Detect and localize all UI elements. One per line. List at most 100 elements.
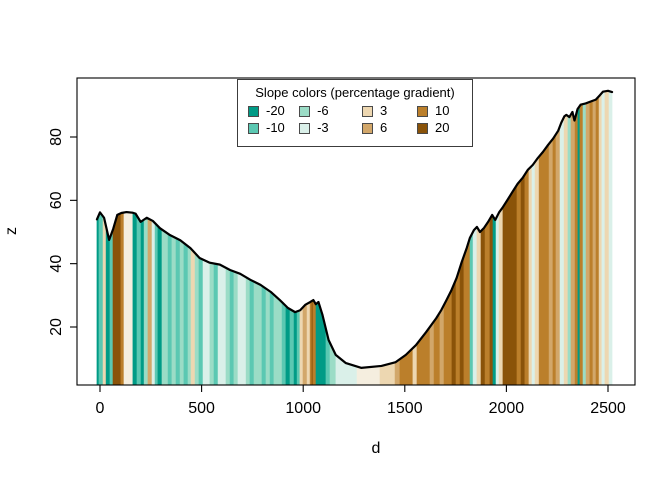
- slope-bar: [433, 311, 441, 386]
- slope-bar: [534, 155, 540, 386]
- slope-bar: [302, 303, 308, 386]
- x-tick-label: 1000: [285, 400, 321, 417]
- y-tick-label: 40: [48, 255, 65, 273]
- slope-bar: [469, 231, 474, 386]
- slope-bar: [563, 114, 569, 386]
- slope-bar: [123, 211, 134, 386]
- slope-bar: [412, 342, 418, 386]
- slope-bar: [595, 95, 600, 386]
- slope-bar: [555, 125, 561, 386]
- slope-bar: [552, 133, 557, 386]
- slope-bar: [233, 271, 239, 386]
- slope-bar: [463, 237, 471, 386]
- legend-item: 3: [361, 103, 417, 118]
- slope-bar: [598, 92, 603, 386]
- slope-bar: [574, 107, 579, 386]
- slope-bar: [498, 205, 504, 386]
- slope-bar: [538, 142, 550, 386]
- legend-item: -3: [299, 120, 362, 135]
- slope-bar: [548, 137, 554, 386]
- slope-bar: [472, 226, 478, 386]
- x-tick-label: 1500: [387, 400, 423, 417]
- slope-bar: [269, 290, 275, 386]
- slope-bar: [489, 214, 494, 386]
- legend-label: -20: [266, 103, 285, 118]
- slope-bar: [439, 304, 445, 386]
- legend-item: -6: [299, 104, 362, 117]
- legend-column: -20 -10: [248, 103, 299, 134]
- slope-bar: [225, 267, 231, 386]
- elevation-profile-line: [95, 89, 614, 369]
- slope-bar: [143, 217, 149, 386]
- slope-bar: [293, 310, 298, 386]
- legend-item: -20: [248, 103, 299, 118]
- slope-bar: [480, 225, 486, 386]
- slope-bar: [524, 167, 530, 386]
- slope-bar: [495, 212, 500, 386]
- x-tick-label: 2000: [489, 400, 525, 417]
- slope-bar: [161, 229, 169, 386]
- slope-bar: [136, 214, 142, 386]
- slope-bar: [175, 237, 181, 386]
- slope-bar: [459, 255, 465, 386]
- slope-bar: [109, 229, 114, 386]
- legend-label: 20: [434, 120, 450, 135]
- slope-bar: [120, 212, 125, 386]
- slope-bar: [229, 269, 235, 386]
- slope-bar: [608, 90, 613, 386]
- legend-swatch-icon: [299, 122, 311, 134]
- y-axis: 20 40 60 80: [48, 128, 77, 336]
- slope-bar: [253, 281, 263, 386]
- x-axis: 0 500 1000 1500 2000 2500: [96, 385, 626, 417]
- slope-bar: [285, 305, 291, 386]
- slope-bar: [585, 101, 591, 386]
- slope-bar: [455, 267, 461, 386]
- legend-swatch-icon: [248, 122, 259, 134]
- slope-bar: [531, 160, 536, 386]
- x-tick-label: 2500: [590, 400, 626, 417]
- legend-label: 6: [379, 120, 388, 135]
- slope-bar: [112, 212, 122, 386]
- legend-item: 6: [361, 120, 417, 135]
- slope-bar: [96, 214, 100, 386]
- slope-bar: [567, 113, 572, 386]
- legend-item: 10: [416, 104, 472, 117]
- x-tick-label: 500: [188, 400, 215, 417]
- slope-bar: [105, 226, 111, 386]
- slope-bar: [492, 215, 497, 386]
- slope-bar: [604, 90, 610, 386]
- legend-item: -10: [248, 121, 299, 134]
- slope-bar: [198, 256, 204, 386]
- slope-bar: [202, 259, 211, 386]
- legend-swatch-icon: [299, 105, 311, 117]
- y-tick-label: 80: [48, 128, 65, 146]
- x-tick-label: 0: [96, 400, 105, 417]
- slope-bar: [429, 320, 435, 386]
- legend-label: 3: [379, 103, 388, 118]
- legend-column: -6 -3: [299, 104, 362, 135]
- slope-bar: [151, 219, 156, 386]
- slope-bar: [140, 218, 145, 386]
- legend-label: -3: [317, 120, 329, 135]
- slope-bar: [183, 242, 189, 386]
- slope-bar: [171, 235, 177, 386]
- slope-bar: [281, 301, 287, 386]
- legend-swatch-icon: [361, 122, 373, 134]
- legend-swatch-icon: [248, 105, 259, 117]
- slope-bar: [179, 239, 185, 386]
- legend-swatch-icon: [416, 122, 428, 134]
- slope-bar: [582, 102, 587, 386]
- slope-bar: [559, 116, 565, 386]
- legend-swatch-icon: [416, 105, 428, 117]
- slope-bar: [601, 90, 606, 386]
- slope-bar: [451, 279, 457, 386]
- slope-bar: [167, 233, 173, 386]
- slope-bar: [335, 354, 358, 386]
- legend-column: 10 20: [416, 104, 472, 135]
- slope-bar: [476, 225, 482, 386]
- slope-bar: [502, 183, 518, 386]
- y-axis-title: z: [3, 227, 20, 235]
